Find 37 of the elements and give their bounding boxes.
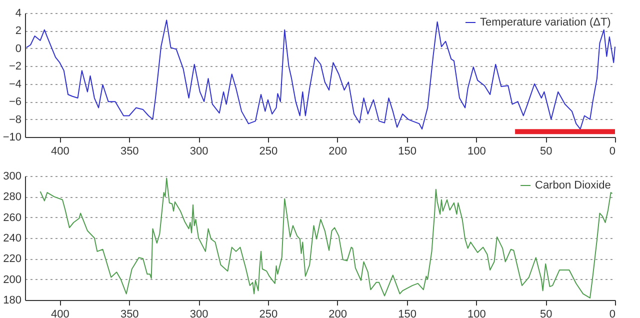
x-tick-label: 200 <box>328 146 348 158</box>
legend-label: Carbon Dioxide <box>535 180 611 192</box>
y-tick-label: 240 <box>3 232 22 244</box>
x-tick-label: 0 <box>609 308 616 318</box>
x-tick-label: 250 <box>259 308 278 318</box>
y-tick-label: 300 <box>3 170 22 182</box>
x-tick-label: 300 <box>190 146 208 158</box>
x-tick-label: 50 <box>540 146 552 158</box>
x-tick-label: 0 <box>609 146 616 158</box>
x-tick-label: 350 <box>120 146 139 158</box>
x-tick-label: 50 <box>540 308 552 318</box>
y-tick-label: 260 <box>3 212 22 224</box>
x-tick-label: 250 <box>259 146 278 158</box>
y-tick-label: 180 <box>3 294 22 306</box>
x-tick-label: 150 <box>398 146 416 158</box>
y-tick-label: −10 <box>2 132 22 144</box>
y-tick-label: 0 <box>15 42 22 55</box>
y-tick-label: 280 <box>3 191 22 204</box>
line-series <box>40 178 613 298</box>
y-tick-label: 220 <box>3 253 22 266</box>
y-tick-label: −4 <box>8 78 22 90</box>
y-tick-label: −6 <box>8 96 22 108</box>
y-tick-label: −2 <box>8 60 22 73</box>
line-series <box>26 20 616 130</box>
x-tick-label: 350 <box>120 308 139 318</box>
x-tick-label: 150 <box>398 308 416 318</box>
y-tick-label: 200 <box>3 274 22 286</box>
x-tick-label: 400 <box>51 146 70 158</box>
legend-label: Temperature variation (ΔT) <box>480 16 611 28</box>
y-tick-label: −8 <box>8 114 22 126</box>
x-tick-label: 100 <box>467 308 486 318</box>
y-tick-label: 2 <box>15 25 22 38</box>
x-tick-label: 100 <box>467 146 486 158</box>
y-tick-label: 4 <box>15 8 22 20</box>
x-tick-label: 400 <box>51 308 70 318</box>
x-tick-label: 200 <box>328 308 348 318</box>
x-tick-label: 300 <box>190 308 208 318</box>
